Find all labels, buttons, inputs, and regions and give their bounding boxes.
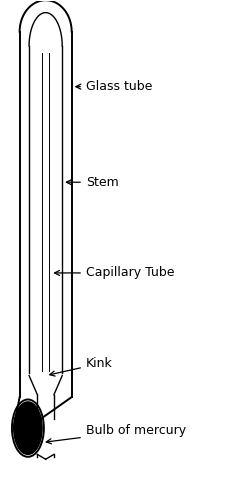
- Text: Capillary Tube: Capillary Tube: [55, 266, 174, 279]
- Text: Glass tube: Glass tube: [76, 80, 152, 93]
- Text: Kink: Kink: [50, 357, 113, 376]
- Ellipse shape: [14, 402, 42, 455]
- Text: Stem: Stem: [66, 176, 119, 189]
- Text: Bulb of mercury: Bulb of mercury: [46, 424, 186, 444]
